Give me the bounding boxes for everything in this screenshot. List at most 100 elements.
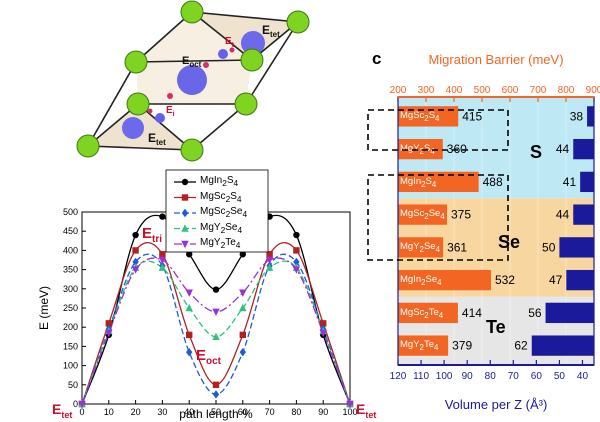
bottom-tick-label: 40: [577, 371, 589, 382]
data-point-MgY2Se4: [158, 263, 167, 271]
x-tick-label: 70: [265, 407, 275, 417]
volume-bar-MgSc2Se4: [573, 204, 594, 225]
green-sphere: [180, 138, 204, 162]
data-point-MgY2Te4: [158, 256, 167, 265]
barrier-value-MgY2Te4: 379: [452, 339, 472, 353]
top-tick-label: 900: [586, 85, 600, 96]
legend-marker: [181, 208, 189, 218]
category-label-MgSc2Se4: MgSc2Se4: [400, 208, 445, 221]
data-point-MgY2Te4: [239, 289, 247, 297]
volume-value-MgSc2Te4: 56: [528, 306, 542, 320]
x-tick-label: 10: [104, 407, 114, 417]
bars: MgSc2S4 415 38 MgY2S4 360 44 MgIn2S4 488 41 MgSc2…: [398, 106, 594, 356]
data-point-MgSc2Se4: [212, 390, 220, 399]
volume-value-MgIn2Se4: 47: [549, 273, 563, 287]
data-point-MgIn2S4: [132, 231, 139, 239]
data-point-MgIn2S4: [186, 251, 193, 258]
annotation-e-tet-left: Etet: [52, 401, 72, 420]
annotation-e-oct: Eoct: [196, 347, 222, 367]
y-tick-label: 50: [68, 380, 78, 390]
label-e-tet-bottom: Etet: [148, 131, 166, 147]
blue-sphere: [241, 31, 265, 55]
category-label-MgIn2Se4: MgIn2Se4: [400, 274, 442, 287]
barrier-bar-MgIn2Se4: [398, 269, 491, 291]
y-tick-label: 250: [63, 303, 78, 313]
highlight-box-se-group: [367, 174, 509, 261]
volume-bar-MgIn2S4: [580, 171, 594, 193]
data-point-MgSc2S4: [186, 331, 193, 339]
barrier-value-MgSc2Se4: 375: [451, 208, 471, 222]
legend-label-MgIn2S4: MgIn2S4: [200, 175, 238, 188]
legend-marker: [181, 194, 189, 201]
data-point-MgY2Te4: [105, 329, 113, 338]
legend-label-MgSc2Se4: MgSc2Se4: [200, 206, 247, 219]
blue-sites: [122, 31, 265, 139]
top-tick-label: 500: [474, 85, 491, 96]
data-point-MgY2Te4: [292, 266, 301, 274]
blue-sphere: [122, 117, 144, 139]
data-point-MgY2Te4: [346, 400, 354, 409]
data-point-MgY2Se4: [185, 303, 193, 312]
y-axis-title: E (meV): [37, 286, 51, 330]
label-e-i: Ei: [166, 105, 175, 118]
blue-sphere: [155, 113, 165, 123]
x-tick-label: 90: [318, 407, 328, 417]
top-tick-label: 200: [390, 85, 407, 96]
barrier-bar-MgIn2S4: [398, 171, 479, 193]
green-sphere: [76, 134, 100, 158]
barrier-bar-MgY2Te4: [398, 335, 449, 356]
y-tick-label: 100: [63, 361, 78, 371]
green-sphere: [234, 92, 258, 116]
red-dot: [167, 93, 173, 99]
y-tick-label: 350: [63, 265, 78, 275]
x-tick-label: 50: [211, 407, 221, 417]
volume-value-MgY2Te4: 62: [514, 339, 528, 353]
data-point-MgSc2S4: [132, 247, 139, 254]
category-label-MgY2S4: MgY2S4: [400, 143, 435, 156]
label-e-t: Et: [225, 36, 235, 49]
green-sphere: [124, 50, 148, 74]
bottom-tick-label: 60: [531, 371, 543, 382]
top-tick-label: 400: [446, 85, 463, 96]
data-point-MgY2Te4: [131, 266, 140, 274]
data-point-MgIn2S4: [212, 286, 220, 293]
y-tick-label: 450: [63, 226, 78, 236]
top-tick-label: 600: [502, 85, 519, 96]
barrier-bar-MgY2S4: [398, 138, 443, 160]
bottom-tick-label: 100: [436, 371, 453, 382]
green-sphere: [240, 48, 264, 72]
x-tick-label: 30: [157, 407, 167, 417]
volume-bar-MgY2Te4: [531, 335, 594, 356]
data-point-MgY2Te4: [265, 256, 274, 265]
data-point-MgSc2S4: [212, 381, 220, 388]
volume-bar-MgY2Se4: [559, 237, 594, 258]
label-e-oct: Eoct: [182, 55, 202, 69]
highlight-box-sc2s4: [367, 109, 509, 151]
volume-value-MgSc2S4: 38: [570, 109, 584, 123]
volume-bar-MgSc2Te4: [545, 302, 594, 324]
barrier-value-MgIn2S4: 488: [483, 175, 503, 189]
data-point-MgSc2S4: [320, 320, 327, 327]
category-label-MgY2Te4: MgY2Te4: [400, 339, 438, 352]
annotation-e-tet-right: Etet: [356, 401, 376, 420]
y-tick-label: 150: [63, 341, 78, 351]
data-point-MgY2Se4: [239, 303, 247, 312]
volume-bar-MgSc2S4: [587, 106, 594, 127]
red-dot: [147, 108, 153, 114]
legend-marker: [181, 224, 189, 232]
y-tick-label: 400: [63, 245, 78, 255]
legend-marker: [181, 240, 189, 249]
volume-value-MgSc2Se4: 44: [556, 208, 570, 222]
barrier-bar-MgSc2Se4: [398, 204, 447, 225]
barrier-value-MgY2S4: 360: [447, 142, 467, 156]
y-tick-label: 0: [73, 399, 78, 409]
barrier-bar-MgSc2Te4: [398, 302, 458, 324]
legend-label-MgY2Se4: MgY2Se4: [200, 222, 242, 235]
volume-value-MgIn2S4: 41: [563, 175, 577, 189]
legend: MgIn2S4 MgSc2S4 MgSc2Se4 MgY2Se4 MgY2Te4: [165, 169, 269, 253]
blue-sphere: [177, 65, 207, 95]
top-tick-label: 800: [558, 85, 575, 96]
data-point-MgSc2S4: [159, 251, 166, 258]
bottom-tick-label: 110: [413, 371, 429, 382]
y-tick-label: 500: [63, 207, 78, 217]
